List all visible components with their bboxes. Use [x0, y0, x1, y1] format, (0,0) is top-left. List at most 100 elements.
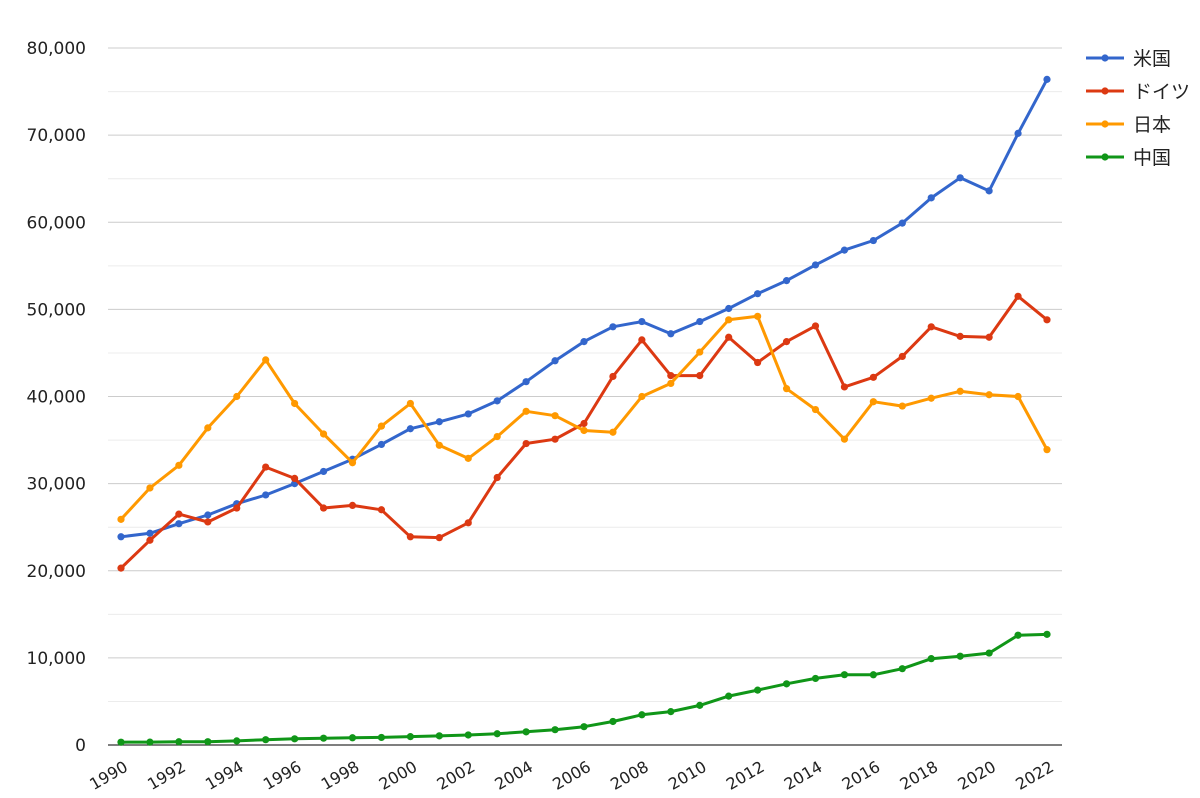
data-point: [319, 430, 328, 438]
data-point: [233, 504, 241, 512]
data-point: [840, 383, 849, 391]
y-tick-label: 0: [75, 736, 86, 756]
data-point: [551, 357, 559, 365]
data-point: [175, 510, 183, 518]
data-point: [262, 463, 270, 471]
x-tick-label: 2000: [376, 757, 421, 794]
data-point: [754, 312, 762, 320]
data-point: [927, 394, 935, 402]
data-point: [117, 564, 125, 572]
data-point: [204, 738, 212, 746]
data-point: [782, 385, 791, 393]
data-point: [869, 236, 877, 245]
data-point: [638, 336, 646, 344]
y-axis-ticks: 0 10,000 20,000 30,000 40,000 50,000 60,000 70,…: [27, 39, 86, 756]
y-tick-label: 70,000: [27, 126, 86, 146]
gridlines: [108, 47, 1062, 702]
data-point: [406, 533, 414, 541]
data-point: [435, 732, 443, 740]
data-point: [464, 410, 472, 418]
data-point: [927, 655, 935, 663]
data-point: [204, 424, 212, 432]
legend-marker: [1101, 54, 1109, 62]
data-point: [1014, 292, 1022, 300]
data-point: [204, 511, 212, 519]
data-point: [956, 332, 964, 340]
x-tick-label: 2010: [665, 757, 710, 794]
legend-marker: [1101, 87, 1109, 95]
legend-item: 米国: [1086, 48, 1171, 70]
series-4: [117, 630, 1051, 746]
data-point: [233, 392, 241, 401]
data-point: [840, 671, 849, 679]
data-point: [898, 219, 906, 227]
x-tick-label: 1998: [318, 757, 363, 794]
data-point: [609, 372, 617, 381]
data-point: [348, 501, 357, 510]
data-point: [435, 441, 443, 449]
y-tick-label: 40,000: [27, 388, 86, 408]
legend-item: 中国: [1086, 147, 1171, 169]
data-point: [406, 399, 414, 408]
data-point: [811, 322, 820, 330]
data-point: [782, 277, 791, 285]
data-point: [464, 519, 472, 527]
data-point: [956, 174, 964, 182]
legend-label: 中国: [1133, 147, 1171, 169]
y-tick-label: 50,000: [27, 300, 86, 320]
y-tick-label: 10,000: [27, 649, 86, 669]
x-tick-label: 2022: [1012, 757, 1057, 794]
x-tick-label: 2008: [607, 757, 652, 794]
data-point: [146, 484, 154, 492]
data-point: [146, 529, 154, 537]
data-point: [1043, 316, 1051, 324]
data-point: [175, 738, 183, 746]
x-tick-label: 1996: [260, 757, 305, 794]
data-point: [898, 402, 906, 410]
y-tick-label: 80,000: [27, 39, 86, 59]
data-point: [522, 407, 530, 415]
data-point: [146, 738, 154, 746]
data-point: [204, 518, 212, 526]
data-point: [1043, 630, 1051, 638]
data-point: [609, 428, 617, 436]
data-point: [117, 515, 125, 523]
data-point: [117, 533, 125, 541]
data-point: [551, 726, 559, 734]
data-point: [898, 352, 906, 361]
data-point: [869, 398, 877, 406]
data-point: [348, 459, 357, 467]
data-point: [319, 734, 328, 742]
data-point: [754, 358, 762, 367]
x-tick-label: 2014: [781, 757, 826, 794]
data-point: [985, 187, 993, 195]
data-point: [522, 439, 530, 448]
x-tick-label: 1992: [144, 757, 189, 794]
legend-label: 米国: [1133, 48, 1171, 70]
data-point: [927, 323, 935, 331]
data-point: [869, 671, 877, 679]
data-point: [377, 506, 386, 514]
data-point: [782, 680, 791, 688]
data-point: [580, 723, 588, 731]
data-point: [377, 440, 386, 449]
data-point: [493, 730, 501, 738]
data-point: [667, 379, 675, 388]
data-point: [464, 731, 472, 739]
data-point: [1043, 446, 1051, 454]
data-point: [291, 735, 299, 743]
y-tick-label: 20,000: [27, 562, 86, 582]
data-point: [609, 717, 617, 726]
data-point: [782, 338, 791, 346]
data-point: [464, 454, 472, 462]
data-point: [1014, 392, 1022, 401]
data-point: [262, 491, 270, 499]
data-point: [667, 371, 675, 380]
y-tick-label: 30,000: [27, 475, 86, 495]
x-tick-label: 2002: [433, 757, 478, 794]
data-point: [522, 378, 530, 386]
data-point: [493, 473, 501, 482]
data-point: [406, 425, 414, 433]
series-2: [117, 292, 1051, 572]
data-point: [348, 734, 357, 742]
